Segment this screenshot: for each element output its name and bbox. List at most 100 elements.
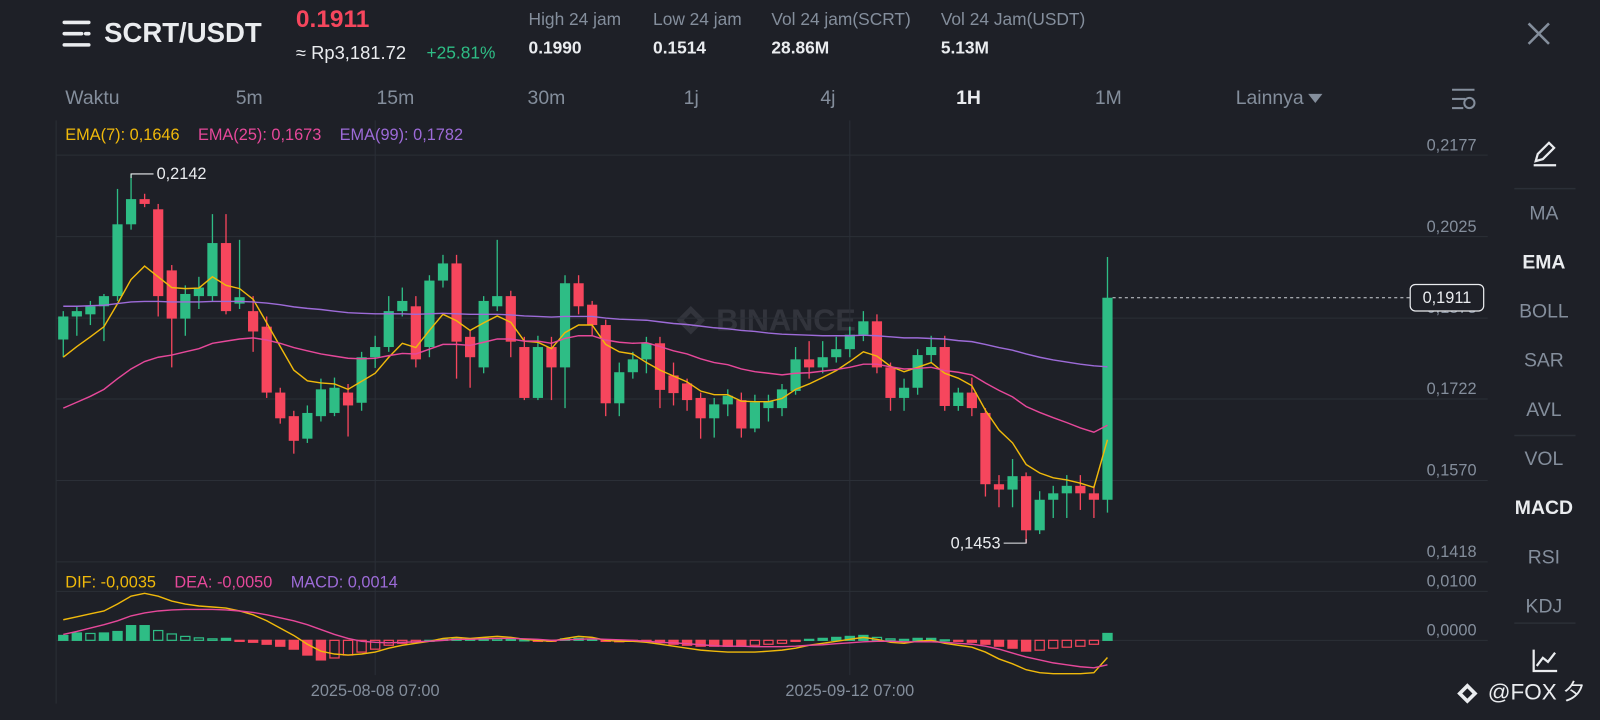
candle-body — [302, 412, 313, 439]
low-label: 0,1453 — [951, 535, 1001, 553]
macd-bar — [912, 637, 923, 641]
legend-entry: EMA(25): 0,1673 — [198, 126, 321, 144]
candle-body — [275, 392, 286, 419]
x-tick-label: 2025-09-12 07:00 — [785, 682, 914, 700]
macd-bar — [288, 639, 300, 650]
timeframe-tab[interactable]: 1H — [956, 87, 981, 109]
macd-bar — [966, 639, 978, 643]
price: 0.1911 — [296, 6, 370, 33]
macd-line — [63, 608, 1108, 669]
timeframe-tab[interactable]: Waktu — [65, 87, 119, 109]
macd-bar — [505, 638, 516, 641]
candle-body — [492, 296, 503, 307]
indicator-tab[interactable]: MACD — [1515, 497, 1573, 519]
candle-body — [112, 224, 123, 297]
stat-label: Vol 24 Jam(USDT) — [941, 9, 1085, 29]
indicator-tab[interactable]: BOLL — [1519, 301, 1569, 323]
stat-label: Vol 24 jam(SCRT) — [771, 9, 910, 29]
indicator-tab[interactable]: KDJ — [1526, 596, 1563, 618]
y-tick-label: 0,1418 — [1427, 543, 1477, 561]
ema-line — [62, 335, 1108, 433]
candle-body — [831, 349, 842, 358]
ema-line — [62, 265, 1109, 489]
candle-body — [437, 263, 449, 281]
timeframe-tab[interactable]: 5m — [236, 87, 263, 109]
chart-icon[interactable] — [1532, 649, 1558, 673]
macd-bar — [763, 639, 774, 645]
candle-body — [248, 311, 259, 332]
legend-entry: MACD: 0,0014 — [291, 574, 398, 592]
candle-body — [587, 304, 598, 326]
macd-bar — [125, 625, 137, 641]
timeframe-tab[interactable]: 1j — [684, 87, 699, 109]
candle-body — [953, 392, 964, 406]
timeframe-tab[interactable]: 30m — [528, 87, 566, 109]
timeframe-tab[interactable]: 1M — [1095, 87, 1122, 109]
macd-bar — [261, 639, 272, 645]
menu-icon[interactable] — [62, 20, 91, 47]
watermark-text: BINANCE — [716, 303, 855, 337]
candle-body — [505, 296, 516, 342]
macd-bar — [302, 639, 313, 656]
stat-value: 5.13M — [941, 38, 989, 58]
indicator-tab[interactable]: RSI — [1528, 546, 1560, 568]
dropdown-arrow[interactable] — [1308, 93, 1323, 104]
candle-body — [356, 357, 367, 403]
indicator-tab[interactable]: EMA — [1522, 251, 1565, 273]
macd-bar — [1007, 639, 1018, 649]
draw-icon[interactable] — [1533, 141, 1557, 167]
indicator-tab[interactable]: VOL — [1524, 448, 1563, 470]
candle-body — [858, 321, 869, 335]
macd-bar — [1075, 639, 1086, 647]
candle-body — [220, 243, 232, 312]
close-icon[interactable] — [1527, 22, 1550, 45]
candle-body — [98, 296, 110, 307]
macd-bar — [180, 635, 191, 641]
candle-body — [871, 321, 883, 368]
candle-body — [85, 306, 96, 315]
candle-body — [1102, 297, 1113, 500]
timeframe-tab[interactable]: 15m — [377, 87, 415, 109]
timeframe-tab[interactable]: 4j — [820, 87, 835, 109]
settings-icon[interactable] — [1452, 88, 1476, 110]
candle-body — [614, 372, 625, 404]
candle-body — [654, 343, 666, 390]
candle-body — [627, 359, 638, 373]
timeframe-tab[interactable]: Lainnya — [1236, 87, 1304, 109]
y-tick-label: 0,1722 — [1427, 380, 1477, 398]
macd-bar — [220, 637, 232, 641]
macd-bar — [980, 639, 991, 645]
candle-body — [993, 484, 1005, 490]
candle-body — [966, 392, 977, 409]
candle-body — [465, 336, 476, 358]
candle-body — [125, 199, 137, 225]
candle-body — [926, 347, 937, 356]
macd-bar — [356, 639, 367, 653]
footer-text: @FOX 夕 — [1488, 679, 1586, 704]
candle-body — [749, 402, 760, 429]
macd-bar — [993, 639, 1005, 647]
candle-body — [71, 311, 82, 317]
indicator-tab[interactable]: AVL — [1526, 399, 1561, 421]
indicator-tab[interactable]: MA — [1529, 202, 1558, 224]
macd-bar — [1020, 639, 1032, 652]
macd-bar — [166, 633, 177, 641]
candle-body — [410, 306, 421, 360]
candle-body — [207, 243, 218, 297]
candle-body — [898, 387, 910, 398]
candle-body — [519, 347, 530, 398]
high-label: 0,2142 — [157, 165, 207, 183]
candle-body — [315, 389, 327, 417]
candle-body — [383, 311, 394, 348]
macd-bar — [939, 639, 950, 642]
macd-bar — [790, 639, 801, 642]
candle-body — [681, 383, 693, 401]
indicator-tab[interactable]: SAR — [1524, 350, 1564, 372]
candle-body — [885, 367, 896, 398]
candle-body — [329, 387, 340, 413]
candle-body — [180, 293, 191, 319]
pair[interactable]: SCRT/USDT — [104, 17, 262, 48]
change: +25.81% — [427, 43, 496, 63]
last-price-tag — [1409, 283, 1485, 312]
